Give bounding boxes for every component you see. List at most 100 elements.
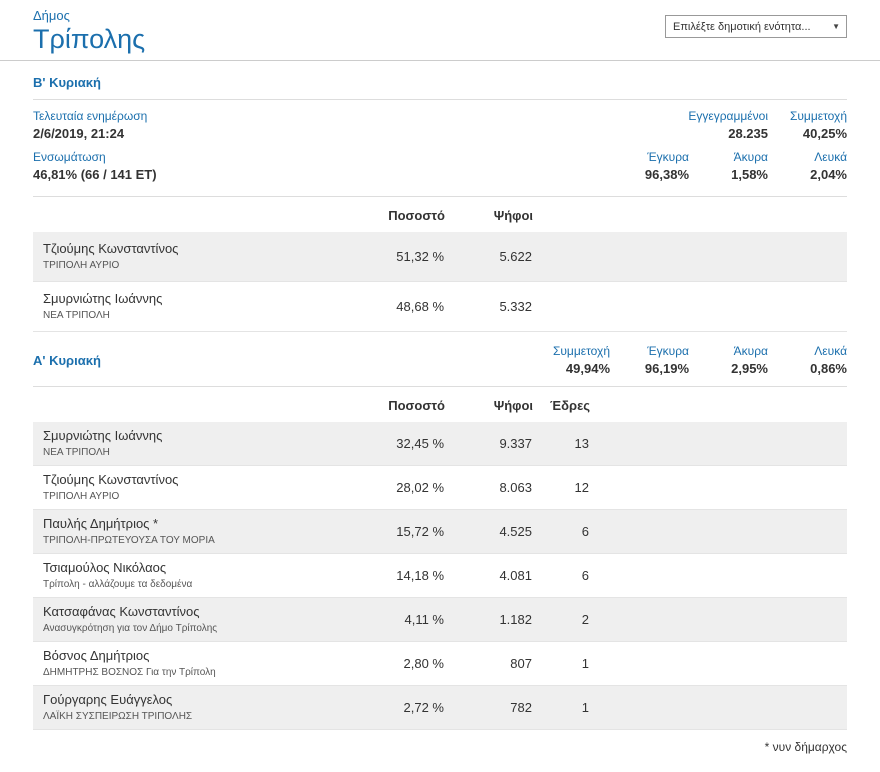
- votes-value: 807: [510, 656, 532, 671]
- candidate-row: Τσιαμούλος Νικόλαος Τρίπολη - αλλάζουμε …: [33, 554, 847, 598]
- votes-header: Ψήφοι: [493, 398, 533, 413]
- seats-value: 1: [581, 700, 589, 715]
- percent-value: 51,32 %: [396, 249, 444, 264]
- candidate-name: Τζιούμης Κωνσταντίνος: [43, 241, 179, 256]
- spacer: [590, 554, 847, 598]
- candidate-name: Παυλής Δημήτριος *: [43, 516, 159, 531]
- incumbent-mayor-footnote: * νυν δήμαρχος: [764, 740, 847, 754]
- seats-value: 2: [581, 612, 589, 627]
- section-divider: [33, 99, 847, 100]
- table-header-row: Ποσοστό Ψήφοι: [33, 197, 847, 232]
- integration-value: 46,81% (66 / 141 ΕΤ): [33, 167, 157, 182]
- invalid-value: 2,95%: [731, 361, 768, 376]
- blank-label: Λευκά: [814, 150, 847, 164]
- candidate-name: Σμυρνιώτης Ιωάννης: [43, 291, 163, 306]
- spacer: [590, 642, 847, 686]
- percent-value: 14,18 %: [396, 568, 444, 583]
- seats-header: Έδρες: [550, 398, 590, 413]
- registered-stat: Εγγεγραμμένοι 28.235: [688, 109, 768, 142]
- spacer: [590, 466, 847, 510]
- seats-value: 13: [574, 436, 589, 451]
- seats-value: 6: [581, 568, 589, 583]
- candidate-name: Σμυρνιώτης Ιωάννης: [43, 428, 163, 443]
- integration-label: Ενσωμάτωση: [33, 150, 106, 164]
- last-update-label: Τελευταία ενημέρωση: [33, 109, 148, 123]
- municipal-unit-select[interactable]: Επιλέξτε δημοτική ενότητα... ▼: [665, 15, 847, 38]
- percent-header: Ποσοστό: [388, 398, 445, 413]
- municipality-name: Τρίπολης: [33, 24, 146, 54]
- round-b-results-table: Ποσοστό Ψήφοι Τζιούμης Κωνσταντίνος ΤΡΙΠ…: [33, 197, 847, 332]
- round-b-title: Β' Κυριακή: [33, 75, 101, 90]
- votes-value: 5.332: [499, 299, 532, 314]
- round-a-header: Α' Κυριακή Συμμετοχή 49,94% Έγκυρα 96,19…: [33, 344, 847, 377]
- percent-value: 28,02 %: [396, 480, 444, 495]
- participation-label: Συμμετοχή: [789, 109, 847, 123]
- blank-value: 0,86%: [810, 361, 847, 376]
- candidate-row: Βόσνος Δημήτριος ΔΗΜΗΤΡΗΣ ΒΟΣΝΟΣ Για την…: [33, 642, 847, 686]
- candidate-name: Βόσνος Δημήτριος: [43, 648, 150, 663]
- party-name: ΔΗΜΗΤΡΗΣ ΒΟΣΝΟΣ Για την Τρίπολη: [43, 667, 216, 678]
- party-name: ΤΡΙΠΟΛΗ-ΠΡΩΤΕΥΟΥΣΑ ΤΟΥ ΜΟΡΙΑ: [43, 535, 215, 546]
- valid-value: 96,19%: [644, 361, 689, 376]
- spacer: [590, 686, 847, 730]
- blank-value: 2,04%: [810, 167, 847, 182]
- candidate-row: Παυλής Δημήτριος * ΤΡΙΠΟΛΗ-ΠΡΩΤΕΥΟΥΣΑ ΤΟ…: [33, 509, 847, 554]
- party-name: ΝΕΑ ΤΡΙΠΟΛΗ: [43, 310, 110, 321]
- votes-value: 4.081: [499, 568, 532, 583]
- registered-value: 28.235: [728, 126, 768, 141]
- header-divider: [0, 60, 880, 61]
- votes-header: Ψήφοι: [493, 208, 533, 223]
- valid-value: 96,38%: [644, 167, 689, 182]
- percent-value: 15,72 %: [396, 524, 444, 539]
- percent-value: 48,68 %: [396, 299, 444, 314]
- spacer: [590, 387, 847, 422]
- round-a-results-table: Ποσοστό Ψήφοι Έδρες Σμυρνιώτης Ιωάννης Ν…: [33, 387, 847, 730]
- votes-value: 8.063: [499, 480, 532, 495]
- candidate-row: Γούργαρης Ευάγγελος ΛΑΪΚΗ ΣΥΣΠΕΙΡΩΣΗ ΤΡΙ…: [33, 685, 847, 730]
- spacer: [533, 197, 847, 232]
- invalid-stat: Άκυρα 1,58%: [689, 150, 768, 183]
- seats-value: 1: [581, 656, 589, 671]
- spacer: [590, 510, 847, 554]
- stats-row: Τελευταία ενημέρωση 2/6/2019, 21:24 Εγγε…: [33, 109, 847, 142]
- spacer: [590, 422, 847, 466]
- invalid-label: Άκυρα: [733, 150, 768, 164]
- spacer: [533, 232, 847, 282]
- invalid-label: Άκυρα: [733, 344, 768, 358]
- valid-label: Έγκυρα: [647, 344, 689, 358]
- party-name: ΤΡΙΠΟΛΗ ΑΥΡΙΟ: [43, 260, 120, 271]
- round-a-title: Α' Κυριακή: [33, 353, 101, 368]
- votes-value: 1.182: [499, 612, 532, 627]
- last-update-value: 2/6/2019, 21:24: [33, 126, 125, 141]
- municipality-title: Δήμος Τρίπολης: [33, 8, 145, 55]
- percent-value: 2,72 %: [403, 700, 444, 715]
- participation-stat: Συμμετοχή 49,94%: [531, 344, 610, 377]
- registered-label: Εγγεγραμμένοι: [688, 109, 768, 123]
- municipality-type-label: Δήμος: [33, 8, 70, 23]
- participation-stat: Συμμετοχή 40,25%: [768, 109, 847, 142]
- candidate-header: [33, 387, 363, 422]
- round-b-section: Β' Κυριακή Τελευταία ενημέρωση 2/6/2019,…: [33, 75, 847, 332]
- party-name: Ανασυγκρότηση για τον Δήμο Τρίπολης: [43, 623, 218, 634]
- invalid-stat: Άκυρα 2,95%: [689, 344, 768, 377]
- candidate-row: Τζιούμης Κωνσταντίνος ΤΡΙΠΟΛΗ ΑΥΡΙΟ 51,3…: [33, 232, 847, 282]
- candidate-name: Τσιαμούλος Νικόλαος: [43, 560, 167, 575]
- party-name: ΛΑΪΚΗ ΣΥΣΠΕΙΡΩΣΗ ΤΡΙΠΟΛΗΣ: [43, 711, 193, 722]
- candidate-row: Κατσαφάνας Κωνσταντίνος Ανασυγκρότηση γι…: [33, 597, 847, 642]
- stats-right-group: Έγκυρα 96,38% Άκυρα 1,58% Λευκά 2,04%: [610, 150, 847, 183]
- seats-value: 12: [574, 480, 589, 495]
- votes-value: 782: [510, 700, 532, 715]
- participation-label: Συμμετοχή: [552, 344, 610, 358]
- party-name: ΝΕΑ ΤΡΙΠΟΛΗ: [43, 447, 110, 458]
- candidate-name: Γούργαρης Ευάγγελος: [43, 692, 173, 707]
- valid-stat: Έγκυρα 96,38%: [610, 150, 689, 183]
- integration-stat: Ενσωμάτωση 46,81% (66 / 141 ΕΤ): [33, 150, 157, 183]
- percent-value: 32,45 %: [396, 436, 444, 451]
- valid-stat: Έγκυρα 96,19%: [610, 344, 689, 377]
- unit-select-value: Επιλέξτε δημοτική ενότητα...: [673, 20, 811, 33]
- participation-value: 49,94%: [565, 361, 610, 376]
- party-name: ΤΡΙΠΟΛΗ ΑΥΡΙΟ: [43, 491, 120, 502]
- candidate-row: Τζιούμης Κωνσταντίνος ΤΡΙΠΟΛΗ ΑΥΡΙΟ 28,0…: [33, 466, 847, 510]
- percent-value: 4,11 %: [404, 612, 444, 627]
